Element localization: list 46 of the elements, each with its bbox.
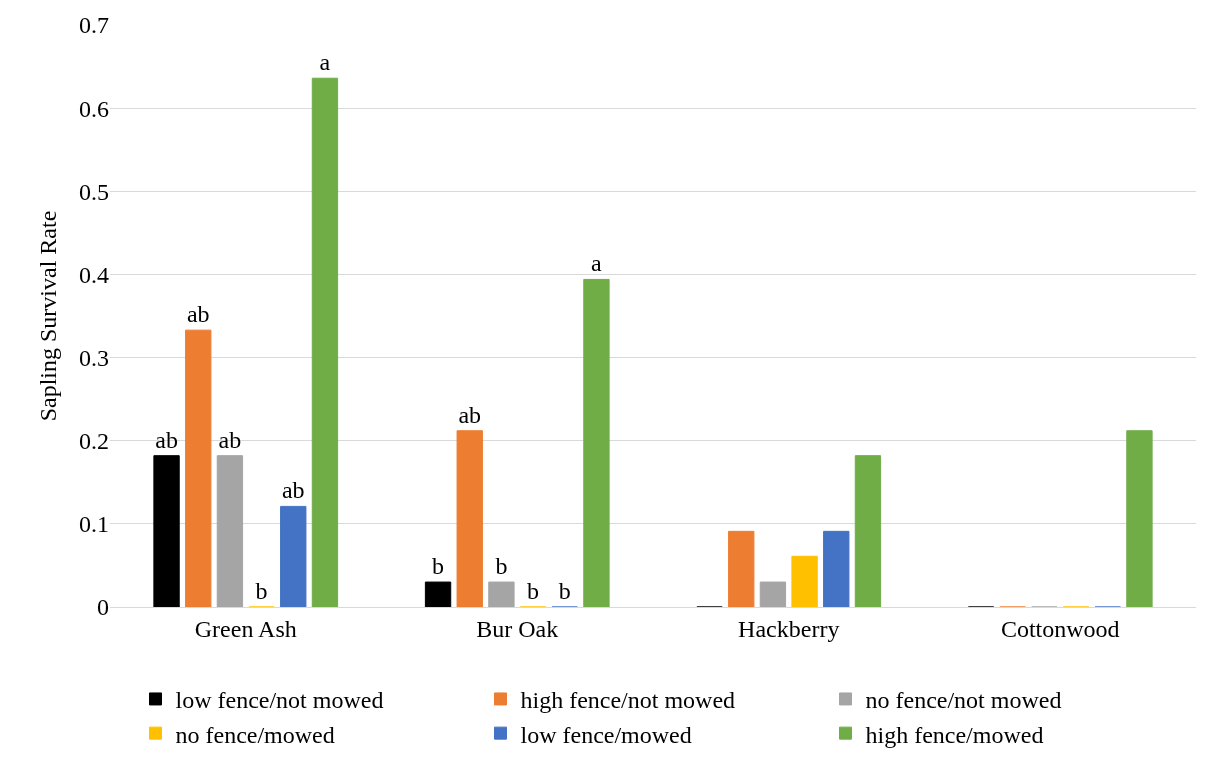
bar bbox=[456, 430, 483, 607]
data-label: b bbox=[558, 578, 571, 604]
data-label: b bbox=[255, 578, 268, 604]
legend-label: no fence/not mowed bbox=[865, 687, 1062, 714]
data-label: ab bbox=[186, 301, 210, 328]
data-label: b bbox=[527, 578, 540, 604]
data-label: b bbox=[495, 553, 508, 580]
bar bbox=[311, 77, 339, 607]
bar bbox=[583, 278, 610, 607]
bar bbox=[280, 505, 307, 607]
y-tick-label: 0.1 bbox=[79, 511, 109, 538]
x-tick-label: Cottonwood bbox=[1000, 615, 1120, 642]
bar bbox=[823, 530, 850, 607]
bar bbox=[185, 329, 212, 607]
legend-label: no fence/mowed bbox=[175, 721, 335, 748]
x-tick-label: Hackberry bbox=[738, 615, 840, 642]
y-tick-label: 0.4 bbox=[79, 261, 109, 288]
bar bbox=[728, 530, 755, 607]
x-tick-label: Bur Oak bbox=[476, 615, 559, 642]
y-tick-label: 0.5 bbox=[79, 178, 109, 205]
bar bbox=[1126, 430, 1153, 607]
data-label: ab bbox=[218, 426, 242, 453]
data-label: a bbox=[590, 250, 602, 277]
bar bbox=[759, 581, 787, 607]
y-tick-label: 0.2 bbox=[79, 428, 109, 455]
bar bbox=[424, 581, 452, 607]
y-tick-label: 0.7 bbox=[79, 12, 109, 39]
bar bbox=[216, 455, 244, 607]
y-tick-label: 0.3 bbox=[79, 344, 109, 371]
bar bbox=[854, 455, 882, 607]
x-tick-label: Green Ash bbox=[194, 615, 297, 642]
bar bbox=[153, 455, 180, 607]
data-label: ab bbox=[458, 401, 482, 428]
data-label: b bbox=[432, 553, 445, 580]
y-axis-title: Sapling Survival Rate bbox=[35, 210, 62, 422]
y-tick-label: 0 bbox=[97, 594, 109, 621]
y-tick-label: 0.6 bbox=[79, 95, 109, 122]
legend-label: high fence/not mowed bbox=[520, 687, 736, 714]
bar bbox=[791, 555, 818, 607]
data-label: a bbox=[319, 49, 331, 76]
data-label: ab bbox=[155, 426, 178, 453]
legend-label: high fence/mowed bbox=[865, 721, 1044, 748]
data-label: ab bbox=[281, 477, 305, 504]
legend-label: low fence/not mowed bbox=[175, 687, 384, 714]
bar bbox=[488, 581, 515, 607]
legend-label: low fence/mowed bbox=[520, 721, 692, 748]
